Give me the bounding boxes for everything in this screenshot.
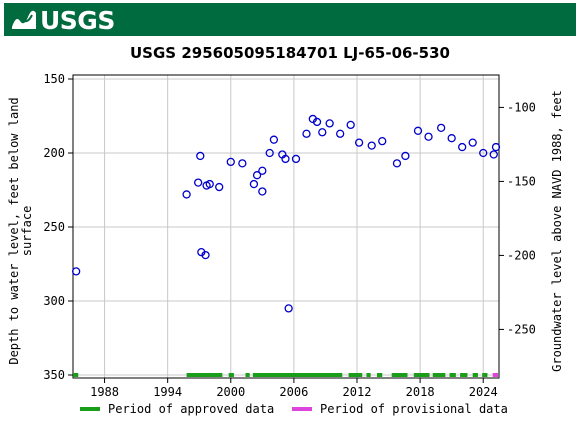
- data-point: [201, 250, 210, 260]
- legend-approved: Period of approved data: [80, 402, 274, 416]
- y-tick-label-right: -200: [507, 248, 536, 262]
- data-point: [378, 137, 387, 146]
- y-tick-label-left: 300: [43, 294, 65, 308]
- data-point: [436, 123, 446, 132]
- data-point: [392, 159, 402, 168]
- provisional-swatch: [292, 407, 312, 411]
- legend-provisional: Period of provisional data: [292, 402, 508, 416]
- data-point: [312, 117, 322, 127]
- usgs-wave-icon: [11, 10, 36, 29]
- x-tick-label: 2000: [216, 385, 245, 399]
- data-point: [281, 154, 290, 164]
- data-point: [226, 157, 235, 167]
- data-point: [336, 129, 345, 138]
- data-point: [269, 135, 279, 144]
- data-point: [354, 138, 364, 147]
- y-tick-label-right: -150: [507, 174, 536, 188]
- data-point: [458, 142, 467, 152]
- y-tick-label-left: 150: [43, 72, 65, 86]
- legend-approved-label: Period of approved data: [108, 402, 275, 416]
- y-axis-label-left: Depth to water level, feet below landsur…: [7, 97, 34, 364]
- usgs-banner: USGS: [4, 3, 576, 36]
- data-points: [72, 114, 501, 313]
- x-tick-label: 2018: [406, 385, 435, 399]
- data-point: [249, 179, 259, 189]
- data-point: [468, 138, 477, 147]
- y-tick-label-left: 200: [43, 146, 65, 160]
- data-point: [491, 142, 501, 152]
- data-point: [182, 190, 191, 199]
- data-point: [325, 119, 334, 128]
- data-point: [291, 154, 301, 164]
- chart-title: USGS 295605095184701 LJ-65-06-530: [130, 44, 450, 62]
- data-point: [413, 126, 423, 135]
- data-point: [252, 171, 262, 180]
- grid-lines: [73, 75, 499, 378]
- data-point: [489, 150, 498, 159]
- legend-provisional-label: Period of provisional data: [320, 402, 508, 416]
- x-tick-label: 1994: [153, 385, 182, 399]
- axes: 1988 1994 2000 2006 2012 2018 2024 150 200 250 300…: [43, 72, 536, 399]
- data-point: [205, 179, 214, 189]
- data-point: [367, 141, 376, 150]
- data-point: [479, 148, 488, 158]
- data-point: [284, 304, 293, 313]
- data-point: [215, 182, 224, 192]
- data-point: [401, 151, 410, 161]
- usgs-logo[interactable]: USGS: [10, 5, 115, 35]
- data-point: [265, 148, 274, 158]
- data-point: [72, 267, 81, 276]
- data-point: [196, 151, 205, 161]
- data-point: [194, 178, 203, 187]
- data-point: [238, 159, 247, 168]
- data-point: [447, 134, 456, 143]
- y-axis-label-left-line2: surface: [20, 206, 34, 257]
- y-tick-label-right: -250: [507, 322, 536, 336]
- data-point: [346, 120, 355, 130]
- data-point: [258, 187, 267, 196]
- data-point: [318, 128, 327, 137]
- x-tick-label: 2012: [343, 385, 372, 399]
- x-tick-label: 2024: [469, 385, 498, 399]
- y-axis-label-right: Groundwater level above NAVD 1988, feet: [550, 90, 564, 372]
- x-tick-label: 1988: [90, 385, 119, 399]
- data-point: [258, 166, 267, 175]
- x-tick-label: 2006: [279, 385, 308, 399]
- data-point: [302, 129, 311, 138]
- y-tick-label-left: 250: [43, 220, 65, 234]
- y-axis-label-left-line1: Depth to water level, feet below land: [7, 97, 21, 364]
- approved-swatch: [80, 407, 100, 411]
- data-point: [424, 132, 433, 141]
- usgs-logo-text: USGS: [40, 5, 115, 35]
- y-tick-label-right: -100: [507, 100, 536, 114]
- y-tick-label-left: 350: [43, 368, 65, 382]
